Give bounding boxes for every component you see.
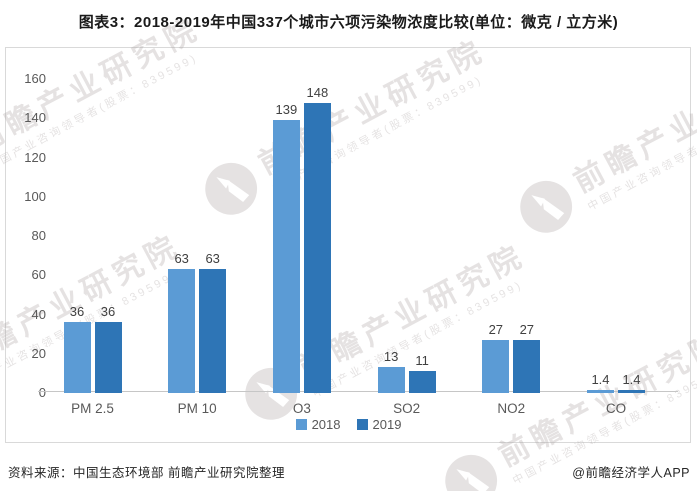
x-axis-category-label: PM 2.5	[71, 401, 114, 416]
y-axis-tick-label: 60	[31, 267, 46, 283]
x-axis-category-label: O3	[292, 401, 311, 416]
bar-value-label: 36	[69, 304, 85, 320]
bar-2019-co	[618, 390, 645, 393]
x-axis-category-label: NO2	[497, 401, 526, 416]
bar-value-label: 63	[205, 251, 220, 267]
bar-2018-so2	[377, 367, 405, 393]
chart-legend: 2018 2019	[0, 417, 697, 432]
publisher-badge: @前瞻经济学人APP	[572, 466, 690, 480]
bar-2018-pm10	[168, 269, 196, 393]
bar-2018-o3	[272, 120, 300, 393]
legend-item-2019: 2019	[356, 417, 402, 432]
y-axis-tick-label: 160	[24, 71, 46, 86]
y-axis-tick-label: 120	[24, 149, 46, 165]
bar-value-label: 13	[383, 349, 399, 365]
source-attribution: 资料来源：中国生态环境部 前瞻产业研究院整理	[8, 466, 285, 480]
bar-2019-pm2.5	[94, 322, 122, 393]
bar-value-label: 139	[275, 102, 298, 118]
chart-frame	[5, 47, 691, 443]
legend-swatch-icon	[356, 419, 368, 430]
y-axis-tick-label: 100	[24, 188, 46, 204]
x-axis-category-label: PM 10	[177, 401, 217, 416]
bar-2018-pm2.5	[63, 322, 91, 393]
x-axis-line	[38, 391, 678, 392]
bar-2019-no2	[513, 340, 541, 393]
y-axis-tick-label: 0	[38, 385, 46, 400]
x-axis-category-label: SO2	[393, 401, 421, 416]
bar-value-label: 27	[519, 322, 535, 337]
y-axis-tick-label: 140	[24, 110, 46, 126]
bar-value-label: 11	[415, 353, 429, 369]
bar-value-label: 27	[488, 322, 504, 337]
y-axis-tick-label: 40	[31, 306, 46, 322]
legend-swatch-icon	[295, 419, 307, 430]
x-axis-category-label: CO	[605, 401, 627, 416]
y-axis-tick-label: 80	[31, 228, 46, 243]
legend-item-2018: 2018	[295, 417, 341, 432]
chart-title: 图表3：2018-2019年中国337个城市六项污染物浓度比较(单位：微克 / …	[78, 14, 619, 31]
bar-2019-o3	[303, 102, 331, 393]
bar-2019-so2	[408, 371, 436, 393]
legend-label: 2019	[372, 417, 402, 432]
bar-value-label: 1.4	[622, 372, 641, 388]
bar-value-label: 148	[306, 84, 329, 100]
bar-2019-pm10	[199, 269, 227, 393]
bar-value-label: 1.4	[591, 372, 610, 388]
y-axis-tick-label: 20	[31, 345, 46, 361]
legend-label: 2018	[311, 417, 341, 432]
bar-2018-no2	[482, 340, 510, 393]
bar-value-label: 63	[174, 251, 189, 267]
bar-2018-co	[587, 390, 614, 393]
bar-value-label: 36	[100, 304, 116, 320]
